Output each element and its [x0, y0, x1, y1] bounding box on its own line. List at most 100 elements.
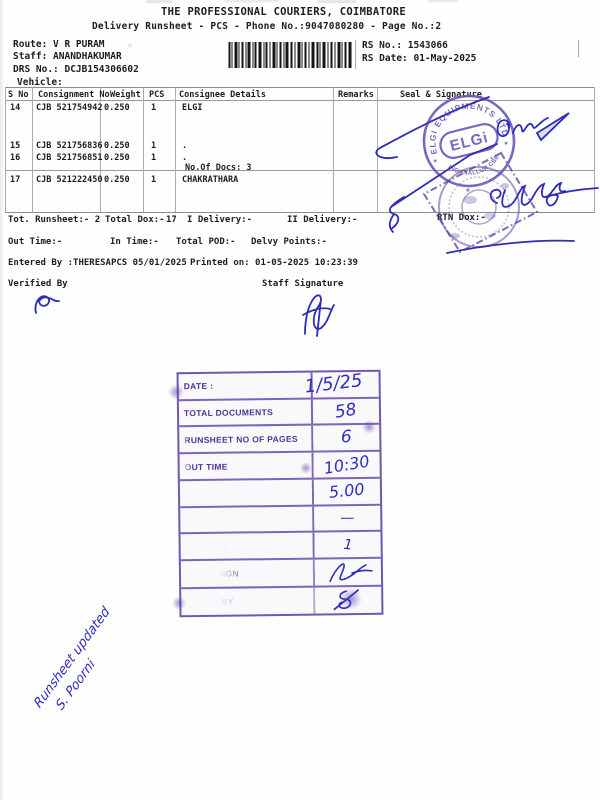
table-gridline — [175, 87, 176, 212]
scan-smudge — [318, 0, 356, 3]
table-row-cell-consignee: . — [182, 153, 188, 163]
star-icon: ★ — [502, 138, 509, 148]
col-header-consignee: Consignee Details — [179, 90, 266, 100]
staff-signature-label: Staff Signature — [262, 279, 344, 289]
ink-blot — [340, 588, 362, 610]
table-row-cell-weight: 0.250 — [104, 175, 130, 185]
stamp-row-total-documents: TOTAL DOCUMENTS 58 — [178, 398, 380, 428]
vehicle-field: Vehicle: — [17, 77, 63, 88]
table-row-cell-consignee: ELGI — [182, 103, 203, 113]
pen-arrow-flourish — [388, 196, 405, 233]
table-row-cell-consignee: CHAKRATHARA — [182, 175, 239, 185]
elgi-stamp-arc-bottom: SINGANALLUR CBE-5 — [441, 130, 506, 182]
signature-receiver-scribble — [489, 181, 566, 208]
handwritten-pages: 6 — [340, 427, 352, 448]
printed-on: Printed on: 01-05-2025 10:23:39 — [190, 258, 358, 268]
total-runsheet: Tot. Runsheet:- 2 — [8, 215, 101, 225]
table-gridline — [100, 87, 101, 212]
table-gridline — [594, 87, 595, 212]
scan-smudge — [88, 42, 92, 45]
pen-arrow-flag — [535, 112, 570, 142]
handwritten-out-time: 10:30 — [322, 450, 371, 478]
table-gridline — [143, 87, 144, 212]
staff-signature-scribble — [302, 294, 335, 337]
handwritten-rtn-doc: 1 — [342, 536, 353, 554]
verified-by-label: Verified By — [8, 279, 68, 289]
svg-text:SINGANALLUR CBE-5: SINGANALLUR CBE-5 — [441, 130, 506, 182]
elgi-company-stamp: ELGI EQUIPMENTS LTD SINGANALLUR CBE-5 ★ … — [420, 93, 516, 188]
signature-tail-line — [544, 187, 599, 198]
ink-blot — [300, 462, 312, 474]
table-row-cell-weight: 0.250 — [104, 103, 130, 113]
stamp-row-staff-sign: STAFF SIGN — [180, 558, 382, 590]
table-row-cell-pcs: 1 — [151, 153, 157, 163]
table-row-cell-pcs: 1 — [151, 141, 157, 151]
svg-text:ELGI EQUIPMENTS LTD: ELGI EQUIPMENTS LTD — [420, 93, 510, 156]
col-header-sno: S No — [8, 90, 29, 100]
table-row-cell-weight: 0.250 — [104, 141, 130, 151]
page-subtitle: Delivery Runsheet - PCS - Phone No.:9047… — [92, 21, 442, 32]
table-row-cell-consignee: . — [182, 141, 188, 151]
page-title: THE PROFESSIONAL COURIERS, COIMBATORE — [161, 6, 406, 18]
staff-field: Staff: ANANDHAKUMAR — [13, 51, 122, 62]
entered-by: Entered By :THERESAPCS 05/01/2025 — [8, 258, 187, 268]
table-row-cell-sno: 14 — [10, 103, 21, 113]
handwritten-note: Runsheet updated S. Poorni — [30, 603, 128, 727]
delvy-points: Delvy Points:- — [251, 237, 327, 247]
ink-blot — [168, 384, 184, 400]
table-row-cell-sno: 15 — [10, 141, 21, 151]
table-row-cell-sno: 17 — [10, 175, 21, 185]
stamp-row-pages: RUNSHEET NO OF PAGES 6 — [179, 425, 380, 455]
barcode — [228, 42, 352, 68]
col-header-seal: Seal & Signature — [400, 90, 482, 100]
stamp-row-date: DATE : 1/5/25 — [178, 370, 379, 401]
table-row-cell-pcs: 1 — [151, 103, 157, 113]
total-dox-value: 17 — [166, 215, 177, 225]
scan-smudge — [224, 0, 278, 2]
route-field: Route: V R PURAM — [13, 39, 105, 50]
table-bottom-border — [5, 212, 595, 213]
staff-sign-scribble — [329, 563, 373, 583]
rs-no-field: RS No.: 1543066 — [362, 40, 448, 51]
table-gridline — [5, 87, 6, 212]
stamp-row-rtn-doc: RTN DOC 1 — [180, 532, 381, 562]
verified-by-signature — [34, 295, 60, 314]
rs-date-field: RS Date: 01-May-2025 — [362, 53, 477, 64]
signature-loop — [545, 193, 559, 207]
courier-diamond-stamp — [422, 151, 539, 254]
table-header-border — [5, 100, 595, 101]
col-header-weight: Weight — [110, 90, 141, 100]
delivery-stamp-table: DATE : 1/5/25 TOTAL DOCUMENTS 58 RUNSHEE… — [176, 369, 384, 618]
out-time: Out Time:- — [8, 237, 63, 247]
pen-cross-line — [390, 143, 498, 208]
table-row-cell-consignment: CJB 521756851 — [36, 153, 103, 163]
scan-smudge — [146, 0, 172, 3]
total-pod: Total POD:- — [176, 237, 236, 247]
star-icon: ★ — [432, 155, 439, 165]
rtn-dox: RTN Dox:- — [437, 213, 486, 223]
ink-blot — [362, 420, 376, 434]
signature-g-scribble — [496, 117, 549, 138]
ink-blot — [172, 596, 186, 610]
pen-underline-mark — [446, 239, 575, 254]
rs-block-right-divider — [578, 40, 579, 57]
pen-curve-mark — [375, 96, 490, 159]
drs-no-field: DRS No.: DCJB154306602 — [13, 64, 139, 75]
handwritten-date: 1/5/25 — [303, 370, 364, 399]
handwritten-in-time: 5.00 — [328, 479, 366, 503]
scan-smudge — [428, 0, 458, 2]
total-dox-label: Total Dox:- — [105, 215, 165, 225]
stamp-row-out-time: OUT TIME 10:30 — [179, 450, 380, 482]
table-row-cell-consignment: CJB 521754942 — [36, 103, 103, 113]
stamp-row-deli-doc: DELI DOC — — [180, 505, 381, 535]
col-header-consignment: Consignment No — [38, 90, 110, 100]
table-row-cell-consignment: CJB 521756836 — [36, 141, 103, 151]
i-delivery: I Delivery:- — [187, 215, 253, 225]
elgi-stamp-arc-top: ELGI EQUIPMENTS LTD — [420, 93, 510, 156]
docs-count-note: No.Of Docs: 3 — [185, 163, 252, 173]
scan-smudge — [128, 44, 132, 47]
handwritten-total-documents: 58 — [333, 399, 359, 423]
table-row-cell-weight: 0.250 — [104, 153, 130, 163]
elgi-stamp-center-text: ELGi — [448, 129, 490, 155]
